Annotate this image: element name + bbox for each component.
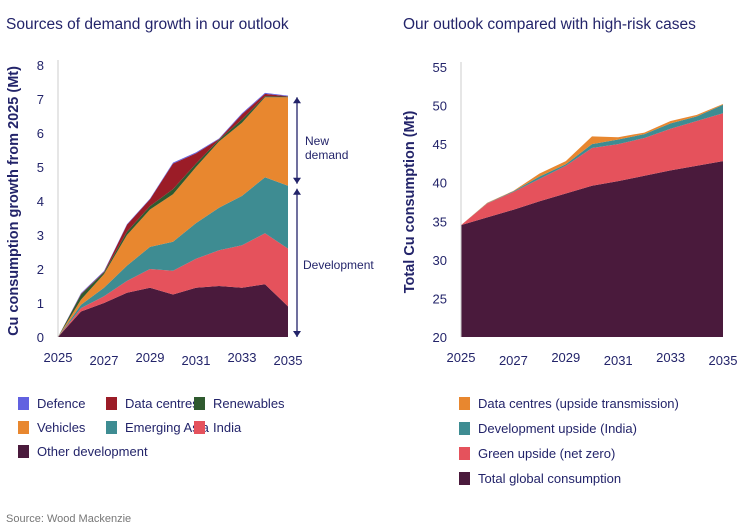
x-tick-label: 2029 (551, 350, 580, 365)
new-demand-label-line2: demand (305, 148, 348, 162)
y-tick-label: 35 (433, 214, 447, 229)
y-tick-label: 7 (37, 92, 44, 107)
development-label: Development (303, 258, 374, 272)
y-tick-label: 6 (37, 126, 44, 141)
x-tick-label: 2031 (604, 353, 633, 368)
new-demand-arrow-head-bottom (293, 177, 301, 184)
legend-label: Renewables (213, 396, 285, 411)
legend-swatch (18, 397, 29, 410)
legend-swatch (18, 445, 29, 458)
legend-swatch (106, 397, 117, 410)
legend-item: Emerging Asia (106, 420, 209, 435)
y-tick-label: 25 (433, 291, 447, 306)
x-tick-label: 2025 (447, 350, 476, 365)
area-emerging-asia (58, 177, 288, 337)
area-green-upside-net-zero (461, 113, 723, 226)
y-tick-label: 30 (433, 253, 447, 268)
legend-label: Data centres (upside transmission) (478, 396, 679, 411)
area-vehicles (58, 97, 288, 337)
legend-item: Development upside (India) (459, 421, 637, 436)
x-tick-label: 2033 (656, 350, 685, 365)
legend-swatch (18, 421, 29, 434)
y-tick-label: 20 (433, 330, 447, 345)
legend-label: Development upside (India) (478, 421, 637, 436)
x-tick-label: 2025 (44, 350, 73, 365)
y-tick-label: 4 (37, 194, 44, 209)
right-chart-title: Our outlook compared with high-risk case… (403, 16, 696, 33)
legend-item: Total global consumption (459, 471, 621, 486)
legend-swatch (459, 447, 470, 460)
y-tick-label: 2 (37, 262, 44, 277)
legend-swatch (194, 397, 205, 410)
new-demand-arrow-head-top (293, 97, 301, 104)
development-arrow-head-top (293, 188, 301, 195)
legend-label: Green upside (net zero) (478, 446, 616, 461)
area-other-development (58, 284, 288, 337)
y-tick-label: 55 (433, 60, 447, 75)
y-tick-label: 3 (37, 228, 44, 243)
y-tick-label: 8 (37, 58, 44, 73)
area-development-upside-india (461, 104, 723, 226)
source-note: Source: Wood Mackenzie (6, 513, 132, 525)
x-tick-label: 2033 (228, 350, 257, 365)
legend-item: Data centres (upside transmission) (459, 396, 679, 411)
x-tick-label: 2027 (499, 353, 528, 368)
legend-label: Data centres (125, 396, 199, 411)
legend-swatch (459, 397, 470, 410)
legend-label: Vehicles (37, 420, 86, 435)
development-arrow-head-bottom (293, 331, 301, 337)
area-total-global-consumption (461, 161, 723, 337)
x-tick-label: 2027 (90, 353, 119, 368)
new-demand-label-line1: New (305, 134, 329, 148)
legend-label: Other development (37, 444, 148, 459)
legend-label: Defence (37, 396, 86, 411)
y-tick-label: 1 (37, 296, 44, 311)
y-tick-label: 0 (37, 330, 44, 345)
x-tick-label: 2035 (274, 353, 303, 368)
legend-swatch (194, 421, 205, 434)
legend-item: Other development (18, 444, 148, 459)
legend-item: Data centres (106, 396, 199, 411)
x-tick-label: 2031 (182, 353, 211, 368)
x-tick-label: 2029 (136, 350, 165, 365)
legend-item: Renewables (194, 396, 285, 411)
legend-item: Vehicles (18, 420, 85, 435)
legend-swatch (459, 472, 470, 485)
y-tick-label: 45 (433, 137, 447, 152)
legend-label: Emerging Asia (125, 420, 209, 435)
y-tick-label: 50 (433, 99, 447, 114)
x-tick-label: 2035 (709, 353, 738, 368)
area-data-centres-upside-transmission (461, 104, 723, 226)
left-chart-title: Sources of demand growth in our outlook (6, 16, 289, 33)
legend-swatch (106, 421, 117, 434)
right-y-axis-title: Total Cu consumption (Mt) (402, 111, 418, 294)
legend-item: Green upside (net zero) (459, 446, 615, 461)
legend-label: India (213, 420, 242, 435)
legend-label: Total global consumption (478, 471, 622, 486)
legend-item: India (194, 420, 241, 435)
area-india (58, 233, 288, 337)
left-y-axis-title: Cu consumption growth from 2025 (Mt) (6, 66, 22, 336)
legend-swatch (459, 422, 470, 435)
y-tick-label: 5 (37, 160, 44, 175)
y-tick-label: 40 (433, 176, 447, 191)
legend-item: Defence (18, 396, 85, 411)
